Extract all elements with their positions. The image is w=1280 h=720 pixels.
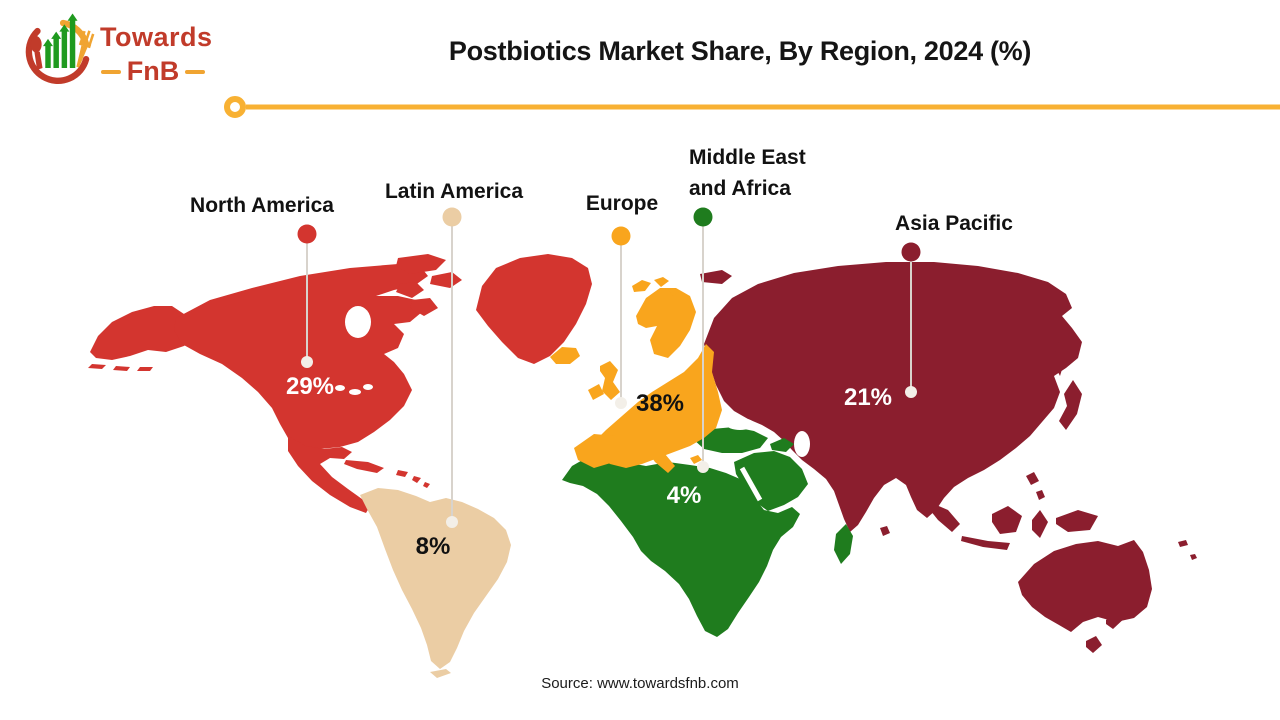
leader-end-dots — [301, 356, 917, 528]
leader-end-dot-north-america — [301, 356, 313, 368]
region-latin-america — [360, 488, 511, 678]
caspian-sea-water — [794, 431, 810, 457]
leader-lines — [306, 226, 912, 517]
red-sea-water — [739, 466, 763, 502]
black-sea-water — [726, 418, 754, 430]
region-label-asia-pacific: Asia Pacific — [895, 212, 1013, 235]
region-middle-east-africa — [562, 427, 853, 637]
logo-spoon-icon — [30, 36, 43, 70]
page-title: Postbiotics Market Share, By Region, 202… — [448, 36, 1032, 66]
title-divider-ring-icon — [224, 96, 246, 118]
logo-wordmark-fnb: FnB — [126, 56, 180, 86]
value-label-north-america: 29% — [285, 373, 335, 400]
logo-growth-bars-icon — [43, 13, 78, 68]
region-europe — [550, 277, 722, 473]
value-label-europe: 38% — [635, 390, 685, 417]
source-attribution: Source: www.towardsfnb.com — [541, 675, 739, 692]
region-label-europe: Europe — [585, 192, 659, 215]
logo-left-dash — [100, 69, 121, 74]
value-label-middle-east-africa: 4% — [666, 482, 702, 509]
region-label-middle-east-africa: Middle East and Africa — [689, 146, 806, 200]
logo-right-dash — [185, 69, 206, 74]
great-lakes-water — [335, 385, 345, 391]
value-label-latin-america: 8% — [415, 533, 451, 560]
leader-end-dot-asia-pacific — [905, 386, 917, 398]
great-lakes-water — [349, 389, 361, 395]
leader-end-dot-europe — [615, 397, 627, 409]
great-lakes-water — [363, 384, 373, 390]
logo-wordmark-line1: Towards — [100, 22, 213, 52]
leader-end-dot-middle-east-africa — [697, 461, 709, 473]
legend-dot-north-america — [297, 224, 317, 244]
legend-dot-europe — [611, 226, 631, 246]
leader-end-dot-latin-america — [446, 516, 458, 528]
region-label-latin-america: Latin America — [384, 180, 524, 203]
logo-red-arc — [25, 27, 90, 84]
region-label-north-america: North America — [190, 194, 334, 217]
legend-dot-asia-pacific — [901, 242, 921, 262]
logo-wordmark-line2: FnB — [98, 58, 208, 85]
hudson-bay-water — [345, 306, 371, 338]
region-north-america — [88, 254, 592, 513]
value-label-asia-pacific: 21% — [843, 384, 893, 411]
legend-dot-latin-america — [442, 207, 462, 227]
region-asia-pacific — [700, 262, 1197, 653]
towardsfnb-logo-icon — [25, 13, 95, 84]
logo-fork-icon — [76, 30, 95, 68]
legend-dot-middle-east-africa — [693, 207, 713, 227]
